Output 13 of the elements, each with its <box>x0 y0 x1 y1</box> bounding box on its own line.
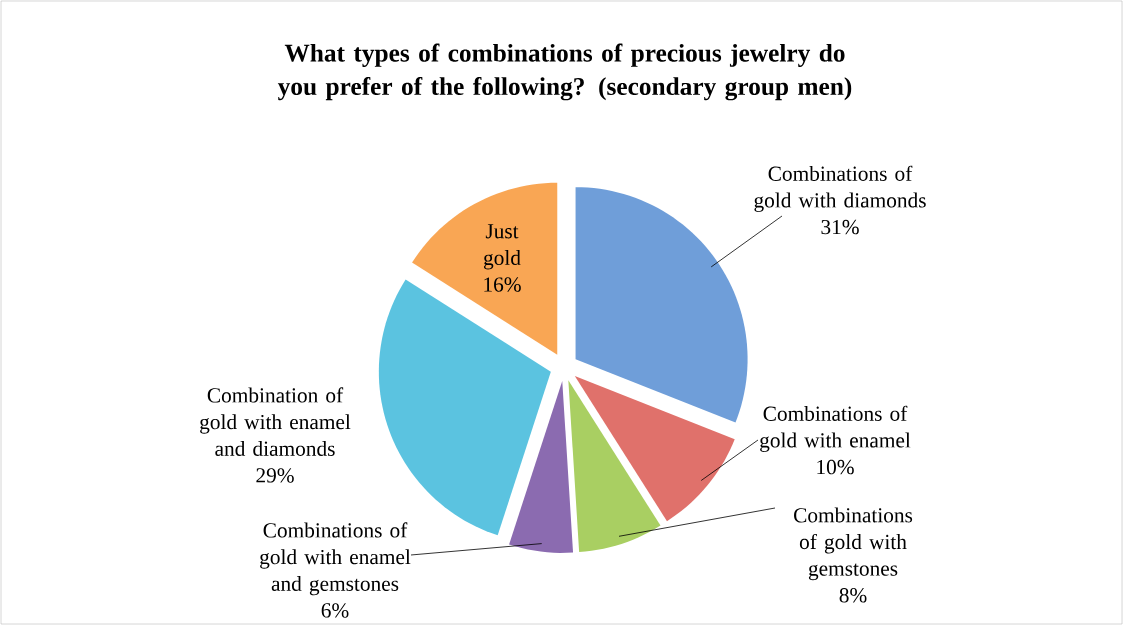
data-label: 29% <box>256 468 294 483</box>
slice-label: Combinations of gold with enamel and gemstones <box>260 522 411 596</box>
data-label: 16% <box>484 277 521 292</box>
data-label: 10% <box>817 459 854 475</box>
data-label: 8% <box>839 588 867 603</box>
slice-label: Combination of gold with enamel and diamonds <box>200 387 351 456</box>
slice-label: Combinations of gold with diamonds <box>754 165 926 212</box>
data-label: 31% <box>821 219 859 235</box>
slice-label: Combinations of gold with enamel <box>760 405 911 452</box>
data-label: 6% <box>321 603 349 618</box>
slice-label: Just gold <box>483 224 521 270</box>
chart-title: What types of combinations of precious jewelry do you prefer of the following? (secondary group men) <box>277 43 852 101</box>
slice-label: Combinations of gold with gemstones <box>794 507 913 581</box>
